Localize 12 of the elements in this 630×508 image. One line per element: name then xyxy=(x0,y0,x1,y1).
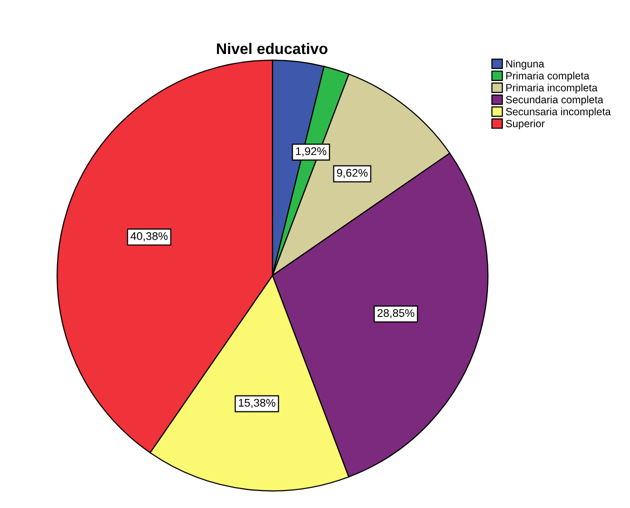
legend-label: Secunsaria incompleta xyxy=(506,108,611,118)
data-label: 15,38% xyxy=(238,398,276,408)
data-label: 1,92% xyxy=(296,147,326,156)
data-label: 28,85% xyxy=(378,309,414,318)
legend-label: Primaria completa xyxy=(506,72,590,82)
data-label: 40,38% xyxy=(130,232,168,242)
legend-label: Primaria incompleta xyxy=(506,84,598,94)
legend-label: Ninguna xyxy=(506,60,544,70)
legend-label: Superior xyxy=(506,120,545,130)
legend-label: Secundaria completa xyxy=(506,96,604,106)
data-label: 9,62% xyxy=(336,168,368,178)
chart-title: Nivel educativo xyxy=(216,42,328,54)
